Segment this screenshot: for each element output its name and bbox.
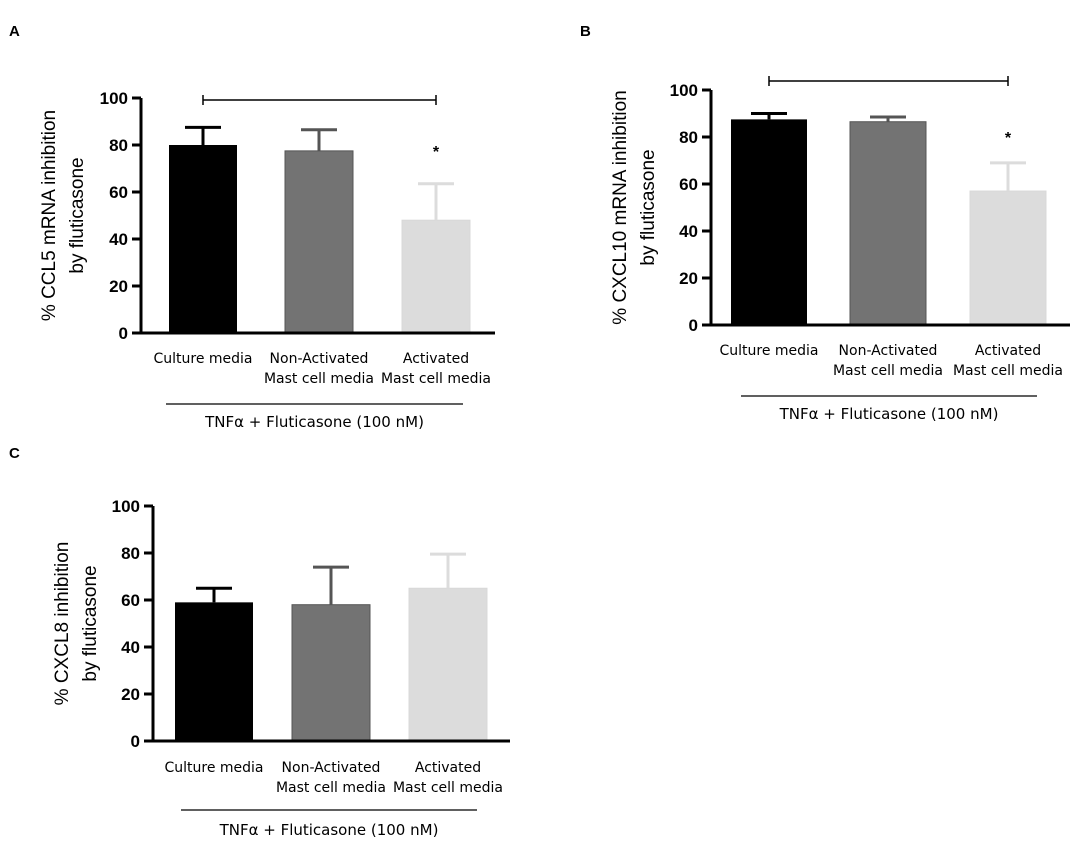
significance-marker: * xyxy=(1005,130,1012,147)
y-axis-title: % CCL5 mRNA inhibition xyxy=(39,110,60,321)
category-label: Mast cell media xyxy=(833,363,943,379)
y-tick-label: 0 xyxy=(131,732,140,751)
category-label: Non-Activated xyxy=(839,343,938,359)
chart-panel-b: B 0 20 40 60 80 100 % CXCL10 mRNA inhibition by … xyxy=(580,23,1070,423)
y-axis-title: by fluticasone xyxy=(67,157,88,273)
category-label: Activated xyxy=(403,351,469,367)
chart-panel-c: C 0 20 40 60 80 100 % CXCL8 inhibition by flutic… xyxy=(9,445,510,839)
category-label: Culture media xyxy=(153,351,252,367)
y-tick-label: 40 xyxy=(121,638,140,657)
y-axis-title: by fluticasone xyxy=(80,565,101,681)
y-tick-label: 80 xyxy=(121,544,140,563)
category-label: Mast cell media xyxy=(276,780,386,796)
bar xyxy=(849,121,927,326)
chart-panel-a: A 0 20 40 60 80 100 % CCL5 mRNA inhibition by fl… xyxy=(9,23,495,431)
category-label: Culture media xyxy=(164,760,263,776)
y-tick-label: 20 xyxy=(109,277,128,296)
bar xyxy=(175,602,253,741)
panel-letter: B xyxy=(580,23,591,40)
y-tick-label: 100 xyxy=(100,89,128,108)
category-label: Culture media xyxy=(719,343,818,359)
group-label: TNFα + Fluticasone (100 nM) xyxy=(219,821,439,839)
bar xyxy=(291,604,371,742)
category-label: Activated xyxy=(975,343,1041,359)
y-tick-label: 0 xyxy=(689,316,698,335)
category-label: Mast cell media xyxy=(264,371,374,387)
category-label: Mast cell media xyxy=(381,371,491,387)
y-tick-label: 80 xyxy=(679,128,698,147)
y-tick-label: 80 xyxy=(109,136,128,155)
y-tick-label: 0 xyxy=(119,324,128,343)
category-label: Mast cell media xyxy=(393,780,503,796)
y-tick-label: 100 xyxy=(112,497,140,516)
panel-letter: A xyxy=(9,23,20,40)
category-label: Non-Activated xyxy=(282,760,381,776)
y-tick-label: 60 xyxy=(109,183,128,202)
group-label: TNFα + Fluticasone (100 nM) xyxy=(204,413,424,431)
y-axis-title: % CXCL10 mRNA inhibition xyxy=(610,90,631,324)
bar xyxy=(401,219,471,334)
y-axis-title: % CXCL8 inhibition xyxy=(52,542,73,706)
significance-marker: * xyxy=(433,144,440,161)
y-tick-label: 60 xyxy=(121,591,140,610)
category-label: Non-Activated xyxy=(270,351,369,367)
category-label: Activated xyxy=(415,760,481,776)
y-tick-label: 100 xyxy=(670,81,698,100)
y-tick-label: 60 xyxy=(679,175,698,194)
group-label: TNFα + Fluticasone (100 nM) xyxy=(779,405,999,423)
bar xyxy=(169,145,237,333)
y-tick-label: 20 xyxy=(121,685,140,704)
y-axis-title: by fluticasone xyxy=(638,149,659,265)
y-tick-label: 40 xyxy=(679,222,698,241)
category-label: Mast cell media xyxy=(953,363,1063,379)
bar xyxy=(408,587,488,742)
y-tick-label: 20 xyxy=(679,269,698,288)
panel-letter: C xyxy=(9,445,20,462)
y-tick-label: 40 xyxy=(109,230,128,249)
bar xyxy=(284,150,354,334)
bar xyxy=(731,119,807,325)
bar xyxy=(969,190,1047,326)
